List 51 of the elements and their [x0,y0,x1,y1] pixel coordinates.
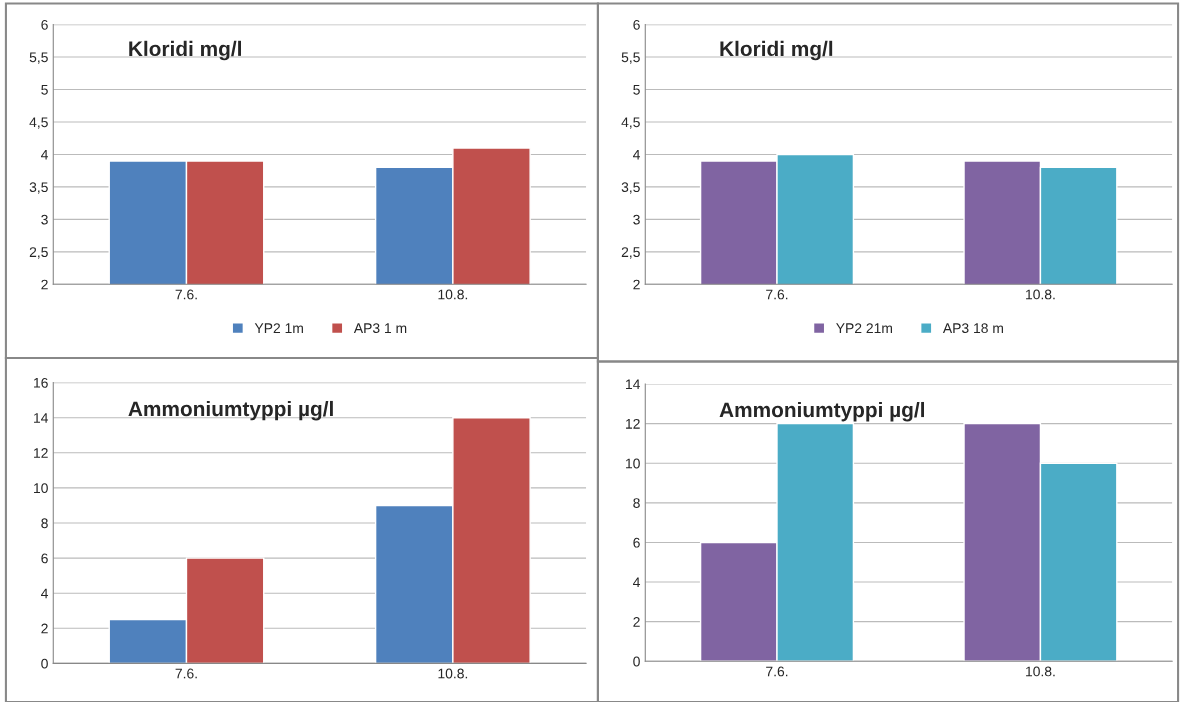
y-tick-label: 6 [633,537,640,548]
y-tick-label: 4 [633,577,641,588]
legend-label: YP2 1m [254,323,303,333]
y-tick-label: 2,5 [621,247,640,259]
y-tick-label: 4 [41,588,49,599]
y-tick-label: 5,5 [621,52,640,64]
y-tick-label: 10 [34,483,48,494]
y-tick-label: 4,5 [621,117,640,129]
x-tick-label: 10.8. [1026,289,1055,300]
y-tick-label: 2 [41,279,48,290]
legend-label: AP3 1 m [353,323,407,334]
y-tick-label: 5,5 [29,52,48,64]
y-tick-label: 10 [626,458,640,469]
y-tick-label: 16 [34,377,48,388]
y-tick-label: 0 [41,658,48,669]
y-tick-label: 5 [41,84,48,95]
y-tick-label: 12 [34,448,48,458]
x-tick-label: 10.8. [438,668,468,679]
y-tick-label: 3 [633,214,640,225]
text: Ammoniumtyppi µg/l [719,401,925,422]
y-tick-label: 8 [41,518,48,529]
legend-label: AP3 18 m [942,323,1003,334]
y-tick-label: 3,5 [29,182,48,194]
text: Ammoniumtyppi µg/l [128,400,333,421]
legend-label: YP2 21m [836,323,892,333]
y-tick-label: 0 [633,656,640,667]
y-tick-label: 3 [41,214,48,225]
y-tick-label: 2 [41,623,48,634]
x-tick-label: 7.6. [175,289,197,300]
y-tick-label: 2,5 [29,247,48,259]
y-tick-label: 8 [633,498,640,508]
y-tick-label: 14 [34,413,49,423]
y-tick-label: 6 [41,19,48,30]
y-tick-label: 2 [633,617,640,627]
text: Kloridi mg/l [129,40,241,61]
y-tick-label: 4 [633,149,641,160]
y-tick-label: 3,5 [621,182,640,194]
x-tick-label: 7.6. [766,666,788,677]
text: Kloridi mg/l [720,40,833,61]
x-tick-label: 7.6. [175,668,197,679]
x-tick-label: 10.8. [1026,666,1055,677]
y-tick-label: 12 [626,418,640,429]
y-tick-label: 2 [633,279,640,290]
y-tick-label: 6 [41,553,48,564]
y-tick-label: 5 [633,84,640,95]
y-tick-label: 6 [633,19,640,30]
x-tick-label: 10.8. [438,289,468,300]
y-tick-label: 4,5 [29,117,48,129]
y-tick-label: 14 [626,379,641,390]
y-tick-label: 4 [41,149,49,160]
x-tick-label: 7.6. [766,289,788,300]
